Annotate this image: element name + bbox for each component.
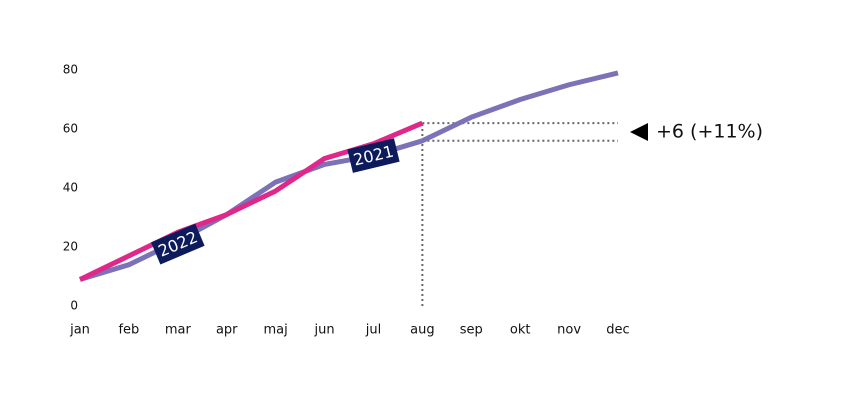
y-tick-label: 40 [63, 181, 78, 195]
x-tick-label: feb [118, 323, 139, 338]
annotation-arrow [630, 123, 648, 141]
y-tick-label: 80 [63, 63, 78, 77]
y-tick-label: 20 [63, 240, 78, 254]
label-box [347, 138, 400, 173]
x-tick-label: nov [557, 323, 581, 338]
x-tick-label: jan [69, 323, 90, 338]
label-box [151, 223, 205, 265]
x-tick-label: jun [313, 323, 334, 338]
x-tick-label: mar [165, 323, 192, 338]
x-tick-label: aug [410, 323, 434, 338]
annotation: +6 (+11%) [656, 121, 763, 143]
x-tick-label: maj [264, 323, 288, 338]
y-tick-label: 60 [63, 122, 78, 136]
x-tick-label: sep [460, 323, 483, 338]
x-tick-label: jul [365, 323, 381, 338]
series-label: 2021 [347, 138, 400, 173]
x-tick-label: dec [606, 323, 629, 338]
y-tick-label: 0 [70, 299, 78, 313]
x-tick-label: apr [216, 323, 238, 338]
x-tick-label: okt [510, 323, 531, 338]
